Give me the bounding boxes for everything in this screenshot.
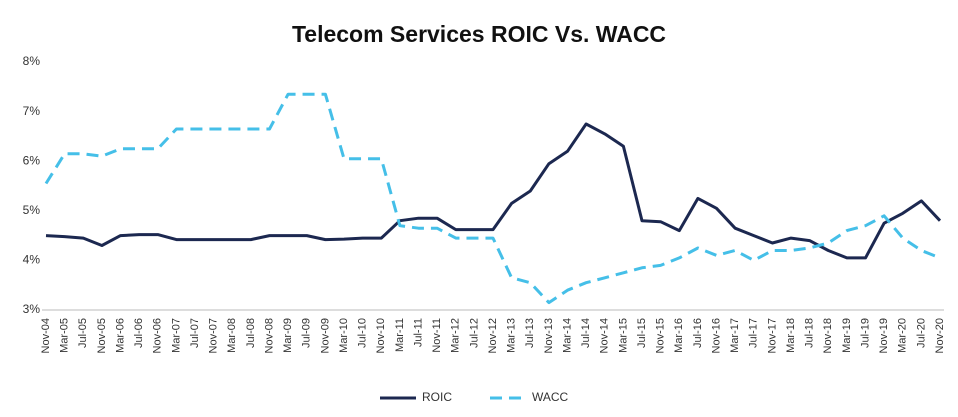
x-tick-label: Nov-04 xyxy=(40,318,52,353)
x-tick-label: Jul-13 xyxy=(524,318,536,348)
x-tick-label: Jul-09 xyxy=(301,318,313,348)
x-tick-label: Nov-08 xyxy=(263,318,275,353)
legend-label: WACC xyxy=(532,390,569,404)
y-tick-label: 7% xyxy=(23,104,41,118)
x-tick-label: Mar-06 xyxy=(114,318,126,353)
x-tick-label: Jul-05 xyxy=(77,318,89,348)
x-tick-label: Mar-08 xyxy=(226,318,238,353)
x-tick-label: Nov-05 xyxy=(96,318,108,353)
x-tick-label: Jul-20 xyxy=(915,318,927,348)
y-tick-label: 4% xyxy=(23,253,41,267)
x-tick-label: Jul-10 xyxy=(357,318,369,348)
x-tick-label: Nov-19 xyxy=(878,318,890,353)
x-tick-label: Mar-05 xyxy=(59,318,71,353)
x-tick-label: Nov-11 xyxy=(431,318,443,353)
y-tick-label: 6% xyxy=(23,153,41,167)
data-line xyxy=(45,122,942,260)
x-tick-label: Jul-18 xyxy=(804,318,816,348)
y-tick-label: 3% xyxy=(23,302,41,316)
x-tick-label: Jul-11 xyxy=(412,318,424,347)
x-tick-label: Nov-17 xyxy=(766,318,778,353)
x-tick-label: Nov-14 xyxy=(599,318,611,353)
data-line xyxy=(44,92,941,305)
y-tick-label: 5% xyxy=(23,203,41,217)
legend-label: ROIC xyxy=(422,390,452,404)
x-tick-label: Jul-07 xyxy=(189,318,201,348)
x-tick-label: Mar-14 xyxy=(561,318,573,353)
x-tick-label: Mar-19 xyxy=(841,318,853,353)
x-tick-label: Jul-16 xyxy=(692,318,704,348)
x-tick-label: Mar-16 xyxy=(673,318,685,353)
x-tick-label: Nov-13 xyxy=(543,318,555,353)
x-tick-label: Jul-15 xyxy=(636,318,648,348)
y-tick-label: 8% xyxy=(23,54,41,68)
x-tick-label: Nov-16 xyxy=(710,318,722,353)
x-tick-label: Mar-13 xyxy=(506,318,518,353)
x-tick-label: Jul-12 xyxy=(468,318,480,348)
x-tick-label: Jul-14 xyxy=(580,318,592,348)
x-tick-label: Mar-11 xyxy=(394,318,406,352)
x-tick-label: Mar-20 xyxy=(897,318,909,353)
x-tick-label: Nov-20 xyxy=(934,318,946,353)
x-tick-label: Jul-08 xyxy=(245,318,257,348)
x-tick-label: Nov-09 xyxy=(319,318,331,353)
x-tick-label: Nov-18 xyxy=(822,318,834,353)
x-tick-label: Mar-12 xyxy=(450,318,462,353)
x-tick-label: Nov-06 xyxy=(152,318,164,353)
x-tick-label: Jul-17 xyxy=(748,318,760,348)
x-tick-label: Nov-07 xyxy=(208,318,220,353)
x-tick-label: Jul-06 xyxy=(133,318,145,348)
x-tick-label: Jul-19 xyxy=(859,318,871,348)
x-tick-label: Mar-07 xyxy=(170,318,182,353)
x-tick-label: Mar-09 xyxy=(282,318,294,353)
x-tick-label: Mar-17 xyxy=(729,318,741,353)
x-tick-label: Nov-12 xyxy=(487,318,499,353)
x-tick-label: Mar-10 xyxy=(338,318,350,353)
x-tick-label: Nov-10 xyxy=(375,318,387,353)
x-tick-label: Nov-15 xyxy=(655,318,667,353)
x-tick-label: Mar-15 xyxy=(617,318,629,353)
chart-title: Telecom Services ROIC Vs. WACC xyxy=(292,21,666,47)
x-tick-label: Mar-18 xyxy=(785,318,797,353)
